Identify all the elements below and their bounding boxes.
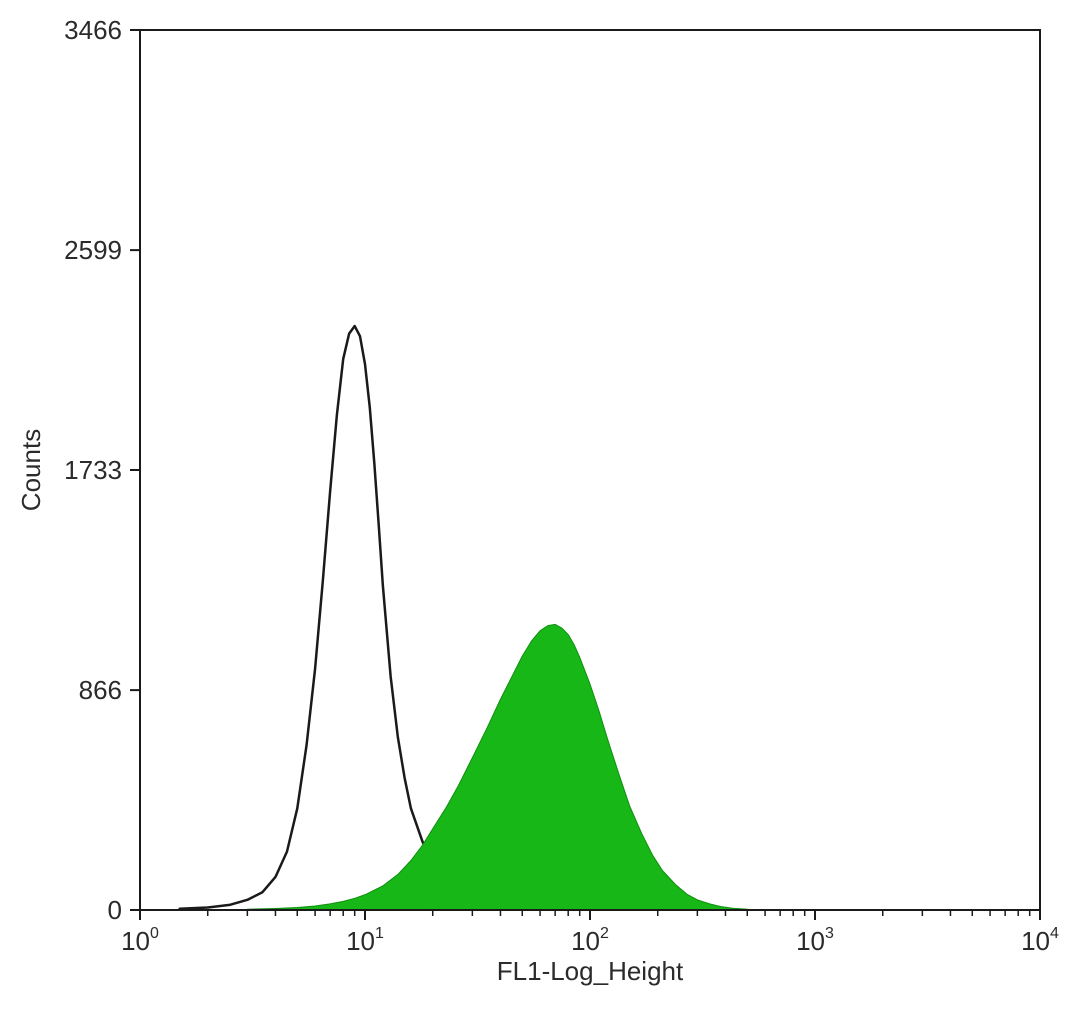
y-tick-label: 1733 — [64, 455, 122, 485]
y-tick-label: 866 — [79, 675, 122, 705]
y-tick-label: 3466 — [64, 15, 122, 45]
y-axis-label: Counts — [16, 429, 46, 511]
flow-cytometry-histogram: 0866173325993466Counts100101102103104FL1… — [0, 0, 1080, 1026]
chart-svg: 0866173325993466Counts100101102103104FL1… — [0, 0, 1080, 1026]
x-axis-label: FL1-Log_Height — [497, 956, 684, 986]
y-tick-label: 2599 — [64, 235, 122, 265]
y-tick-label: 0 — [108, 895, 122, 925]
